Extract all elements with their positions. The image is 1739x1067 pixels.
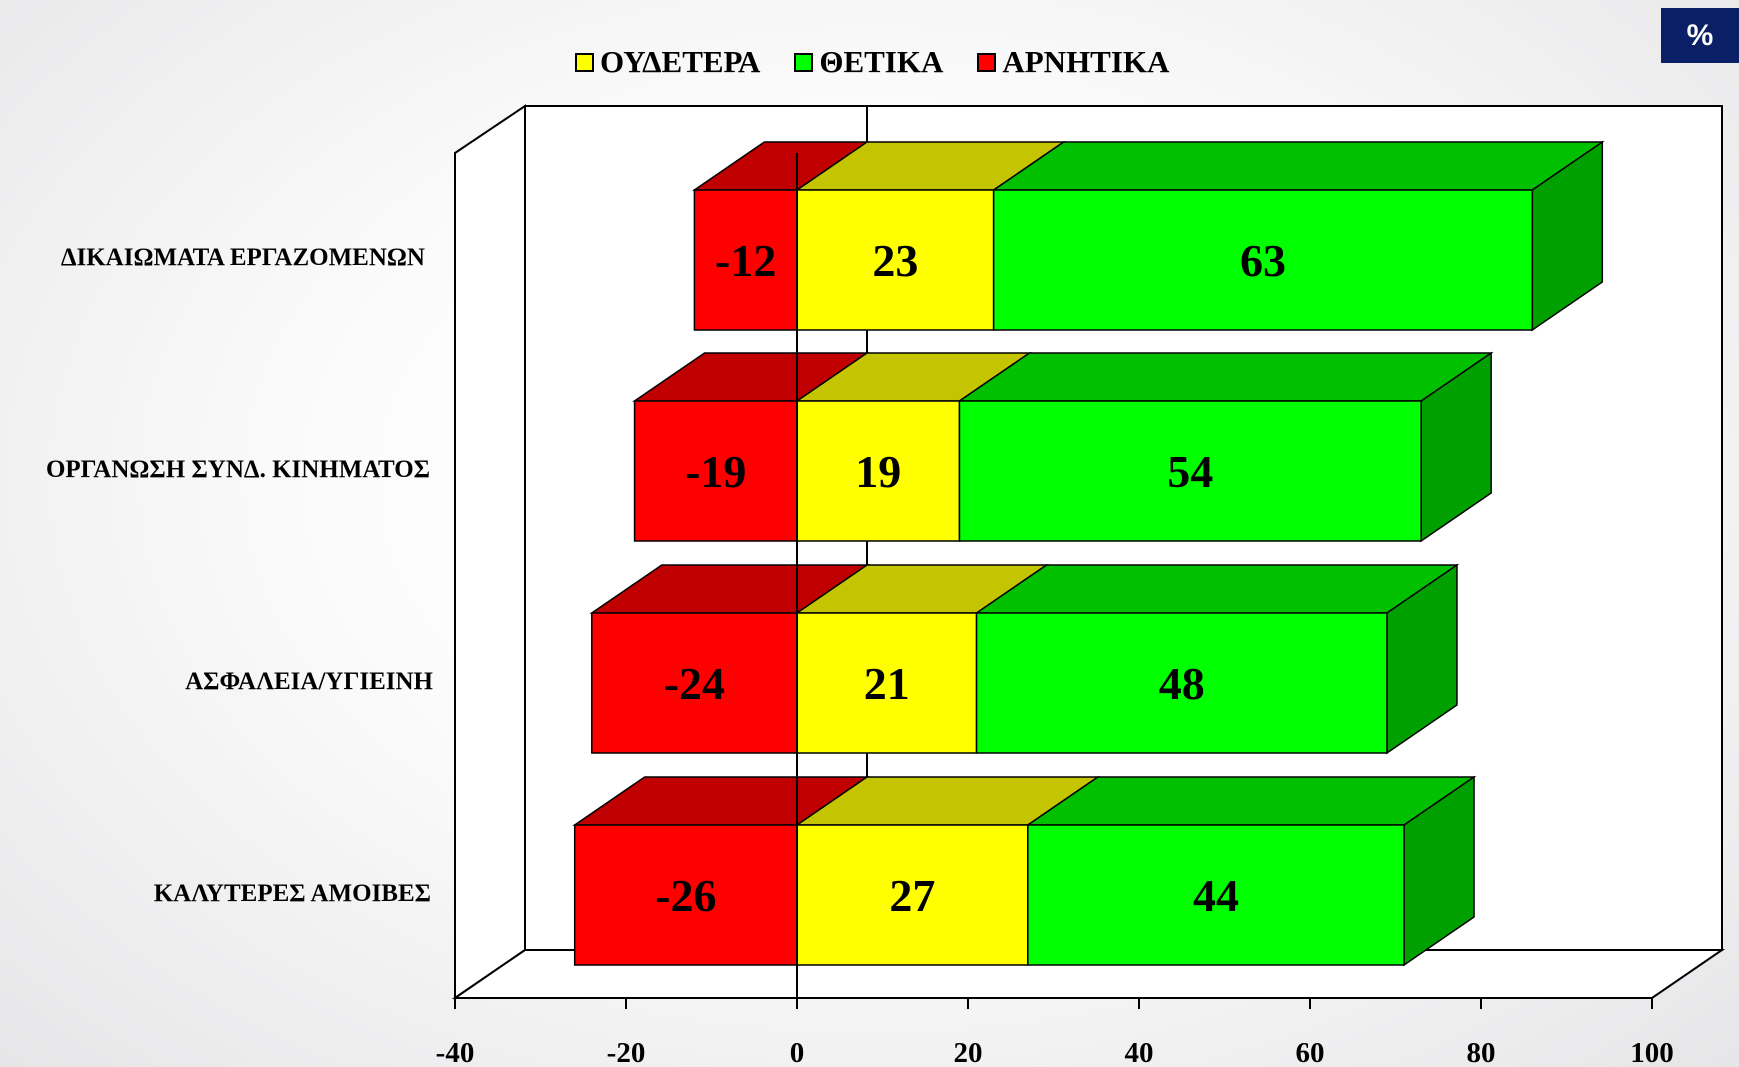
category-label: ΚΑΛΥΤΕΡΕΣ ΑΜΟΙΒΕΣ xyxy=(153,880,431,907)
x-tick-label: 60 xyxy=(1296,1037,1325,1067)
bar-positive xyxy=(992,189,1534,331)
data-label: -26 xyxy=(655,870,716,921)
data-label: 21 xyxy=(864,658,910,709)
legend-label-positive: ΘΕΤΙΚΑ xyxy=(819,44,944,79)
data-label: 44 xyxy=(1193,870,1239,921)
legend-swatch-negative xyxy=(977,52,997,72)
bar-top-positive xyxy=(957,352,1494,402)
x-tick-label: -40 xyxy=(436,1037,475,1067)
data-label: 48 xyxy=(1159,658,1205,709)
x-tick-label: 40 xyxy=(1125,1037,1154,1067)
x-tick-label: 80 xyxy=(1467,1037,1496,1067)
data-label: -19 xyxy=(685,446,746,497)
bar-top-positive xyxy=(1025,776,1477,826)
bar-neutral xyxy=(796,400,961,542)
legend-swatch-positive xyxy=(794,52,814,72)
legend-swatch-neutral xyxy=(575,52,594,72)
percent-badge: % xyxy=(1661,8,1739,63)
data-label: 19 xyxy=(855,446,901,497)
x-tick-label: 20 xyxy=(954,1037,983,1067)
category-label: ΑΣΦΑΛΕΙΑ/ΥΓΙΕΙΝΗ xyxy=(185,668,433,695)
data-label: -24 xyxy=(664,658,725,709)
side-wall xyxy=(454,104,526,1000)
category-label: ΟΡΓΑΝΩΣΗ ΣΥΝΔ. ΚΙΝΗΜΑΤΟΣ xyxy=(45,456,430,483)
data-label: 54 xyxy=(1167,446,1213,497)
data-label: -12 xyxy=(715,235,776,286)
bar-negative xyxy=(591,612,798,754)
data-label: 63 xyxy=(1240,235,1286,286)
bar-negative xyxy=(633,400,798,542)
legend-item-negative: ΑΡΝΗΤΙΚΑ xyxy=(977,44,1169,80)
legend-label-negative: ΑΡΝΗΤΙΚΑ xyxy=(1002,44,1170,79)
bar-negative xyxy=(693,189,798,331)
category-label: ΔΙΚΑΙΩΜΑΤΑ ΕΡΓΑΖΟΜΕΝΩΝ xyxy=(60,244,425,271)
legend-item-neutral: ΟΥΔΕΤΕΡΑ xyxy=(575,44,760,80)
bar-positive xyxy=(975,612,1388,754)
data-label: 23 xyxy=(872,235,918,286)
legend-label-neutral: ΟΥΔΕΤΕΡΑ xyxy=(600,44,761,79)
chart-bars: -12 23 63 -19 19 54 -24 21 48 -26 27 44 xyxy=(572,140,1605,998)
x-tick-label: -20 xyxy=(607,1037,646,1067)
bar-top-positive xyxy=(991,141,1605,191)
bar-positive xyxy=(1027,824,1405,966)
bar-positive xyxy=(958,400,1422,542)
x-axis: -40 -20 0 20 40 60 80 100 xyxy=(436,998,1674,1067)
bar-top-positive xyxy=(974,564,1460,614)
bar-neutral xyxy=(796,189,995,331)
x-tick-label: 0 xyxy=(790,1037,805,1067)
data-label: 27 xyxy=(889,870,935,921)
legend-item-positive: ΘΕΤΙΚΑ xyxy=(794,44,943,80)
bar-neutral xyxy=(796,824,1029,966)
bar-negative xyxy=(573,824,798,966)
legend: ΟΥΔΕΤΕΡΑ ΘΕΤΙΚΑ ΑΡΝΗΤΙΚΑ xyxy=(575,44,1169,80)
x-tick-label: 100 xyxy=(1630,1037,1674,1067)
